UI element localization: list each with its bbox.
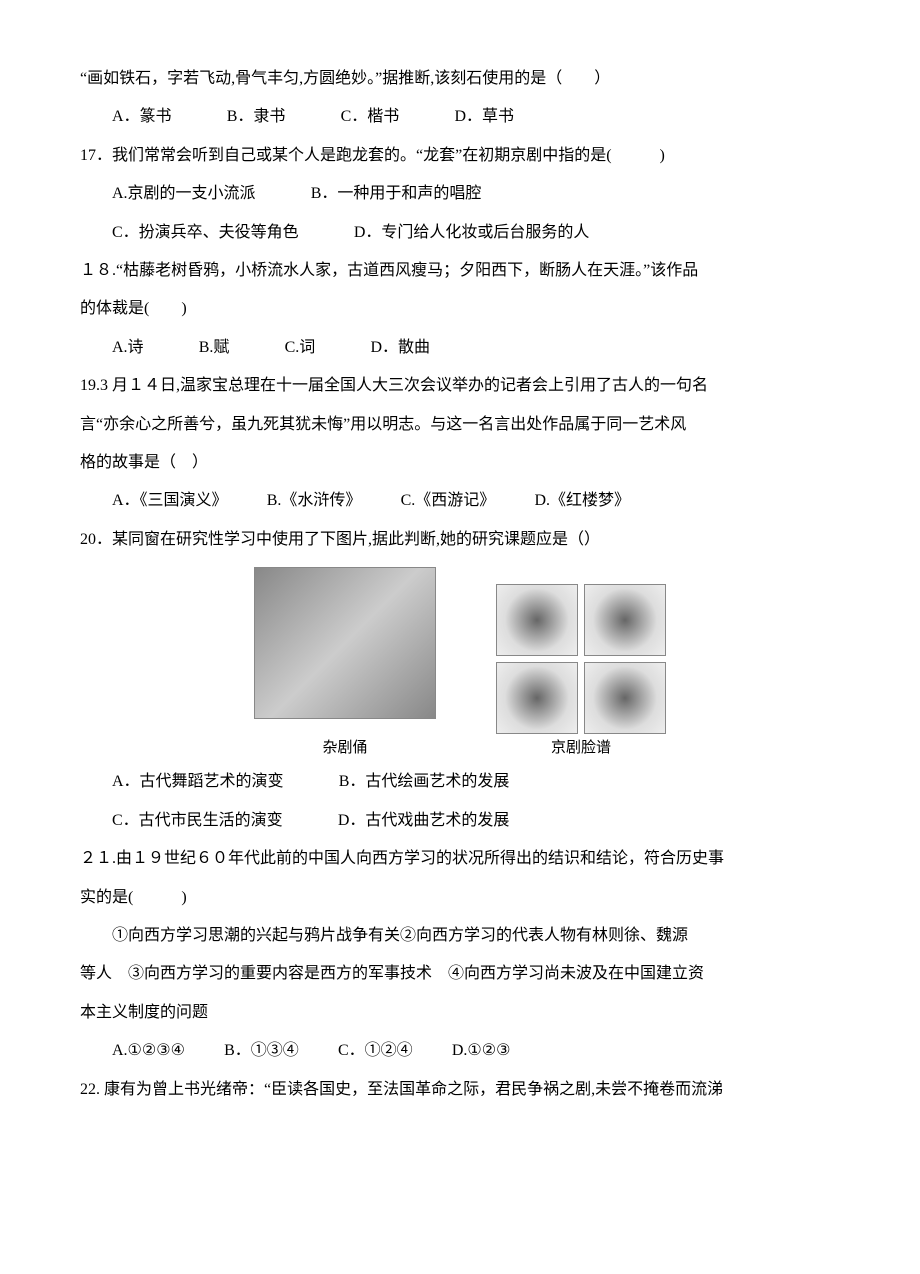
q16-stem-cont: “画如铁石，字若飞动,骨气丰匀,方圆绝妙。”据推断,该刻石使用的是（ ） [80,60,840,98]
q19-opt-c: C.《西游记》 [401,492,496,509]
q20-opt-a: A．古代舞蹈艺术的演变 [112,773,284,790]
q16-opt-d: D．草书 [455,108,515,125]
zaju-image-icon [254,567,436,719]
lianpu-image-icon [584,584,666,656]
q21-options: A.①②③④ B．①③④ C．①②④ D.①②③ [80,1032,840,1070]
q16-options: A．篆书 B．隶书 C．楷书 D．草书 [80,98,840,136]
q22-stem: 22. 康有为曾上书光绪帝：“臣读各国史，至法国革命之际，君民争祸之剧,未尝不掩… [80,1071,840,1109]
q19-stem-2: 言“亦余心之所善兮，虽九死其犹未悔”用以明志。与这一名言出处作品属于同一艺术风 [80,406,840,444]
q18-opt-d: D．散曲 [371,339,431,356]
q20-options-row1: A．古代舞蹈艺术的演变 B．古代绘画艺术的发展 [80,763,840,801]
q16-opt-a: A．篆书 [112,108,172,125]
q17-options-row1: A.京剧的一支小流派 B．一种用于和声的唱腔 [80,175,840,213]
lianpu-image-icon [496,662,578,734]
q20-opt-d: D．古代戏曲艺术的发展 [338,812,510,829]
q17-opt-a: A.京剧的一支小流派 [112,185,256,202]
q18-opt-b: B.赋 [199,339,230,356]
q21-sub-3: 本主义制度的问题 [80,994,840,1032]
q20-figure-row: 杂剧俑 京剧脸谱 [80,567,840,759]
q18-opt-a: A.诗 [112,339,144,356]
q20-opt-c: C．古代市民生活的演变 [112,812,283,829]
lianpu-image-icon [584,662,666,734]
q19-opt-b: B.《水浒传》 [267,492,362,509]
q21-sub-2: 等人 ③向西方学习的重要内容是西方的军事技术 ④向西方学习尚未波及在中国建立资 [80,955,840,993]
q20-stem: 20．某同窗在研究性学习中使用了下图片,据此判断,她的研究课题应是（） [80,521,840,559]
q21-stem-2: 实的是( ) [80,879,840,917]
q19-opt-a: A．《三国演义》 [112,492,228,509]
q19-opt-d: D.《红楼梦》 [535,492,631,509]
lianpu-image-icon [496,584,578,656]
q17-opt-b: B．一种用于和声的唱腔 [311,185,482,202]
q17-options-row2: C．扮演兵卒、夫役等角色 D．专门给人化妆或后台服务的人 [80,214,840,252]
q18-stem-1: １８.“枯藤老树昏鸦，小桥流水人家，古道西风瘦马；夕阳西下，断肠人在天涯。”该作… [80,252,840,290]
q21-opt-c: C．①②④ [338,1042,413,1059]
q19-stem-1: 19.3 月１４日,温家宝总理在十一届全国人大三次会议举办的记者会上引用了古人的… [80,367,840,405]
q20-caption-zaju: 杂剧俑 [254,738,436,759]
q21-sub-1: ①向西方学习思潮的兴起与鸦片战争有关②向西方学习的代表人物有林则徐、魏源 [80,917,840,955]
q21-opt-b: B．①③④ [224,1042,299,1059]
q20-fig-lianpu: 京剧脸谱 [496,584,666,759]
q21-opt-d: D.①②③ [452,1042,511,1059]
q21-stem-1: ２１.由１９世纪６０年代此前的中国人向西方学习的状况所得出的结识和结论，符合历史… [80,840,840,878]
q20-fig-zaju: 杂剧俑 [254,567,436,759]
q19-stem-3: 格的故事是（ ） [80,444,840,482]
q18-stem-2: 的体裁是( ) [80,290,840,328]
q20-options-row2: C．古代市民生活的演变 D．古代戏曲艺术的发展 [80,802,840,840]
q18-opt-c: C.词 [285,339,316,356]
q17-opt-c: C．扮演兵卒、夫役等角色 [112,224,299,241]
q16-opt-c: C．楷书 [341,108,400,125]
q20-caption-lianpu: 京剧脸谱 [496,738,666,759]
q18-options: A.诗 B.赋 C.词 D．散曲 [80,329,840,367]
q20-opt-b: B．古代绘画艺术的发展 [339,773,510,790]
q16-opt-b: B．隶书 [227,108,286,125]
q17-stem: 17．我们常常会听到自己或某个人是跑龙套的。“龙套”在初期京剧中指的是( ) [80,137,840,175]
q17-opt-d: D．专门给人化妆或后台服务的人 [354,224,590,241]
lianpu-grid [496,584,666,734]
q19-options: A．《三国演义》 B.《水浒传》 C.《西游记》 D.《红楼梦》 [80,482,840,520]
q21-opt-a: A.①②③④ [112,1042,185,1059]
